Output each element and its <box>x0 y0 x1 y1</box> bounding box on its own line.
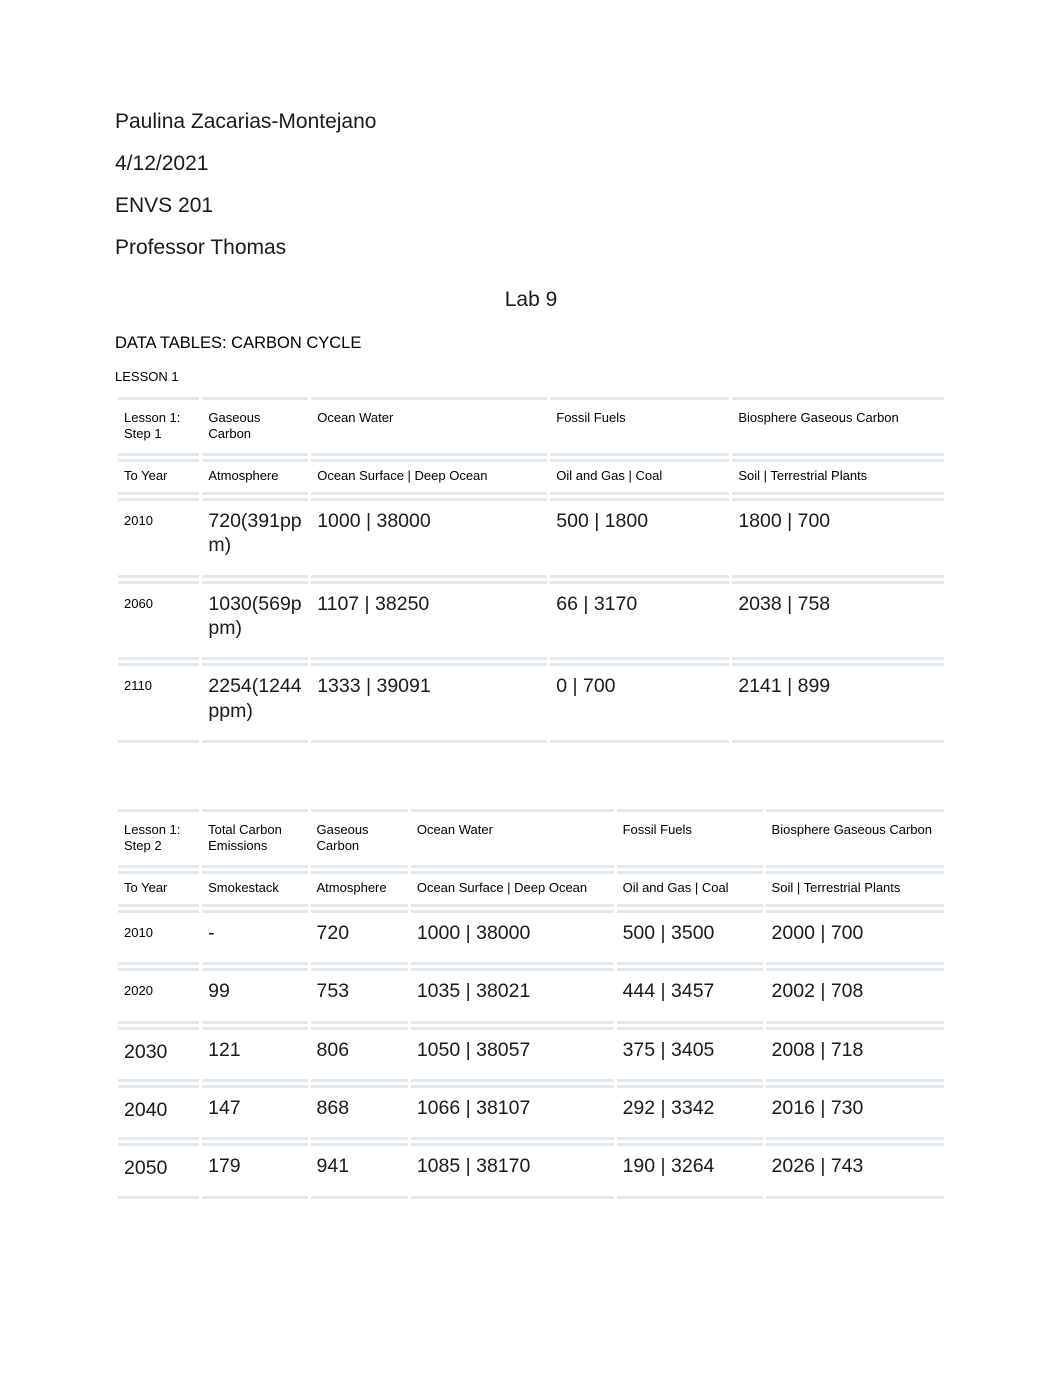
data-cell: 121 <box>202 1027 307 1082</box>
data-cell: 868 <box>311 1085 408 1140</box>
table-row: 2010 720(391ppm) 1000 | 38000 500 | 1800… <box>118 498 944 578</box>
year-cell: 2040 <box>118 1085 199 1140</box>
table-lesson1-step1: Lesson 1: Step 1 Gaseous Carbon Ocean Wa… <box>115 394 947 746</box>
year-cell: 2020 <box>118 968 199 1023</box>
table-lesson1-step2: Lesson 1: Step 2 Total Carbon Emissions … <box>115 806 947 1202</box>
data-cell: 2008 | 718 <box>766 1027 944 1082</box>
document-date: 4/12/2021 <box>115 152 947 176</box>
col-header: Lesson 1: Step 1 <box>118 397 199 456</box>
col-subheader: Atmosphere <box>311 871 408 907</box>
col-subheader: Oil and Gas | Coal <box>617 871 763 907</box>
col-header: Total Carbon Emissions <box>202 809 307 868</box>
data-cell: 179 <box>202 1143 307 1198</box>
table-row: 2110 2254(1244ppm) 1333 | 39091 0 | 700 … <box>118 663 944 743</box>
data-cell: 1030(569ppm) <box>202 581 308 661</box>
col-header: Lesson 1: Step 2 <box>118 809 199 868</box>
table-row: 2010 - 720 1000 | 38000 500 | 3500 2000 … <box>118 910 944 965</box>
data-cell: - <box>202 910 307 965</box>
col-subheader: Ocean Surface | Deep Ocean <box>411 871 614 907</box>
author-name: Paulina Zacarias-Montejano <box>115 110 947 134</box>
col-subheader: Smokestack <box>202 871 307 907</box>
col-subheader: Ocean Surface | Deep Ocean <box>311 459 547 495</box>
col-subheader: Soil | Terrestrial Plants <box>766 871 944 907</box>
data-cell: 753 <box>311 968 408 1023</box>
data-cell: 0 | 700 <box>550 663 729 743</box>
lesson-label: LESSON 1 <box>115 369 947 384</box>
course-code: ENVS 201 <box>115 194 947 218</box>
data-cell: 941 <box>311 1143 408 1198</box>
table-row: 2050 179 941 1085 | 38170 190 | 3264 202… <box>118 1143 944 1198</box>
table-row: Lesson 1: Step 2 Total Carbon Emissions … <box>118 809 944 868</box>
data-cell: 1050 | 38057 <box>411 1027 614 1082</box>
year-cell: 2050 <box>118 1143 199 1198</box>
table-row: To Year Atmosphere Ocean Surface | Deep … <box>118 459 944 495</box>
col-subheader: Atmosphere <box>202 459 308 495</box>
section-title: DATA TABLES: CARBON CYCLE <box>115 334 947 353</box>
data-cell: 292 | 3342 <box>617 1085 763 1140</box>
data-cell: 1085 | 38170 <box>411 1143 614 1198</box>
table-row: 2040 147 868 1066 | 38107 292 | 3342 201… <box>118 1085 944 1140</box>
data-cell: 2141 | 899 <box>732 663 944 743</box>
table-row: 2030 121 806 1050 | 38057 375 | 3405 200… <box>118 1027 944 1082</box>
data-cell: 500 | 1800 <box>550 498 729 578</box>
data-cell: 190 | 3264 <box>617 1143 763 1198</box>
table-row: To Year Smokestack Atmosphere Ocean Surf… <box>118 871 944 907</box>
year-cell: 2030 <box>118 1027 199 1082</box>
data-cell: 66 | 3170 <box>550 581 729 661</box>
data-cell: 1066 | 38107 <box>411 1085 614 1140</box>
col-header: Biosphere Gaseous Carbon <box>732 397 944 456</box>
col-subheader: Oil and Gas | Coal <box>550 459 729 495</box>
col-header: Fossil Fuels <box>550 397 729 456</box>
data-cell: 1035 | 38021 <box>411 968 614 1023</box>
year-cell: 2060 <box>118 581 199 661</box>
col-header: Ocean Water <box>311 397 547 456</box>
professor-name: Professor Thomas <box>115 236 947 260</box>
data-cell: 500 | 3500 <box>617 910 763 965</box>
data-cell: 444 | 3457 <box>617 968 763 1023</box>
year-cell: 2110 <box>118 663 199 743</box>
data-cell: 1000 | 38000 <box>411 910 614 965</box>
data-cell: 147 <box>202 1085 307 1140</box>
year-cell: 2010 <box>118 498 199 578</box>
table-row: Lesson 1: Step 1 Gaseous Carbon Ocean Wa… <box>118 397 944 456</box>
col-subheader: Soil | Terrestrial Plants <box>732 459 944 495</box>
year-cell: 2010 <box>118 910 199 965</box>
data-cell: 1000 | 38000 <box>311 498 547 578</box>
col-header: Gaseous Carbon <box>311 809 408 868</box>
data-cell: 2016 | 730 <box>766 1085 944 1140</box>
data-cell: 1333 | 39091 <box>311 663 547 743</box>
col-subheader: To Year <box>118 871 199 907</box>
data-cell: 720(391ppm) <box>202 498 308 578</box>
data-cell: 1107 | 38250 <box>311 581 547 661</box>
data-cell: 1800 | 700 <box>732 498 944 578</box>
lab-title: Lab 9 <box>115 288 947 312</box>
data-cell: 2038 | 758 <box>732 581 944 661</box>
data-cell: 2000 | 700 <box>766 910 944 965</box>
col-header: Biosphere Gaseous Carbon <box>766 809 944 868</box>
col-subheader: To Year <box>118 459 199 495</box>
data-cell: 99 <box>202 968 307 1023</box>
col-header: Ocean Water <box>411 809 614 868</box>
data-cell: 720 <box>311 910 408 965</box>
table-row: 2020 99 753 1035 | 38021 444 | 3457 2002… <box>118 968 944 1023</box>
table-row: 2060 1030(569ppm) 1107 | 38250 66 | 3170… <box>118 581 944 661</box>
data-cell: 375 | 3405 <box>617 1027 763 1082</box>
data-cell: 2002 | 708 <box>766 968 944 1023</box>
data-cell: 2254(1244ppm) <box>202 663 308 743</box>
data-cell: 2026 | 743 <box>766 1143 944 1198</box>
data-cell: 806 <box>311 1027 408 1082</box>
col-header: Fossil Fuels <box>617 809 763 868</box>
col-header: Gaseous Carbon <box>202 397 308 456</box>
